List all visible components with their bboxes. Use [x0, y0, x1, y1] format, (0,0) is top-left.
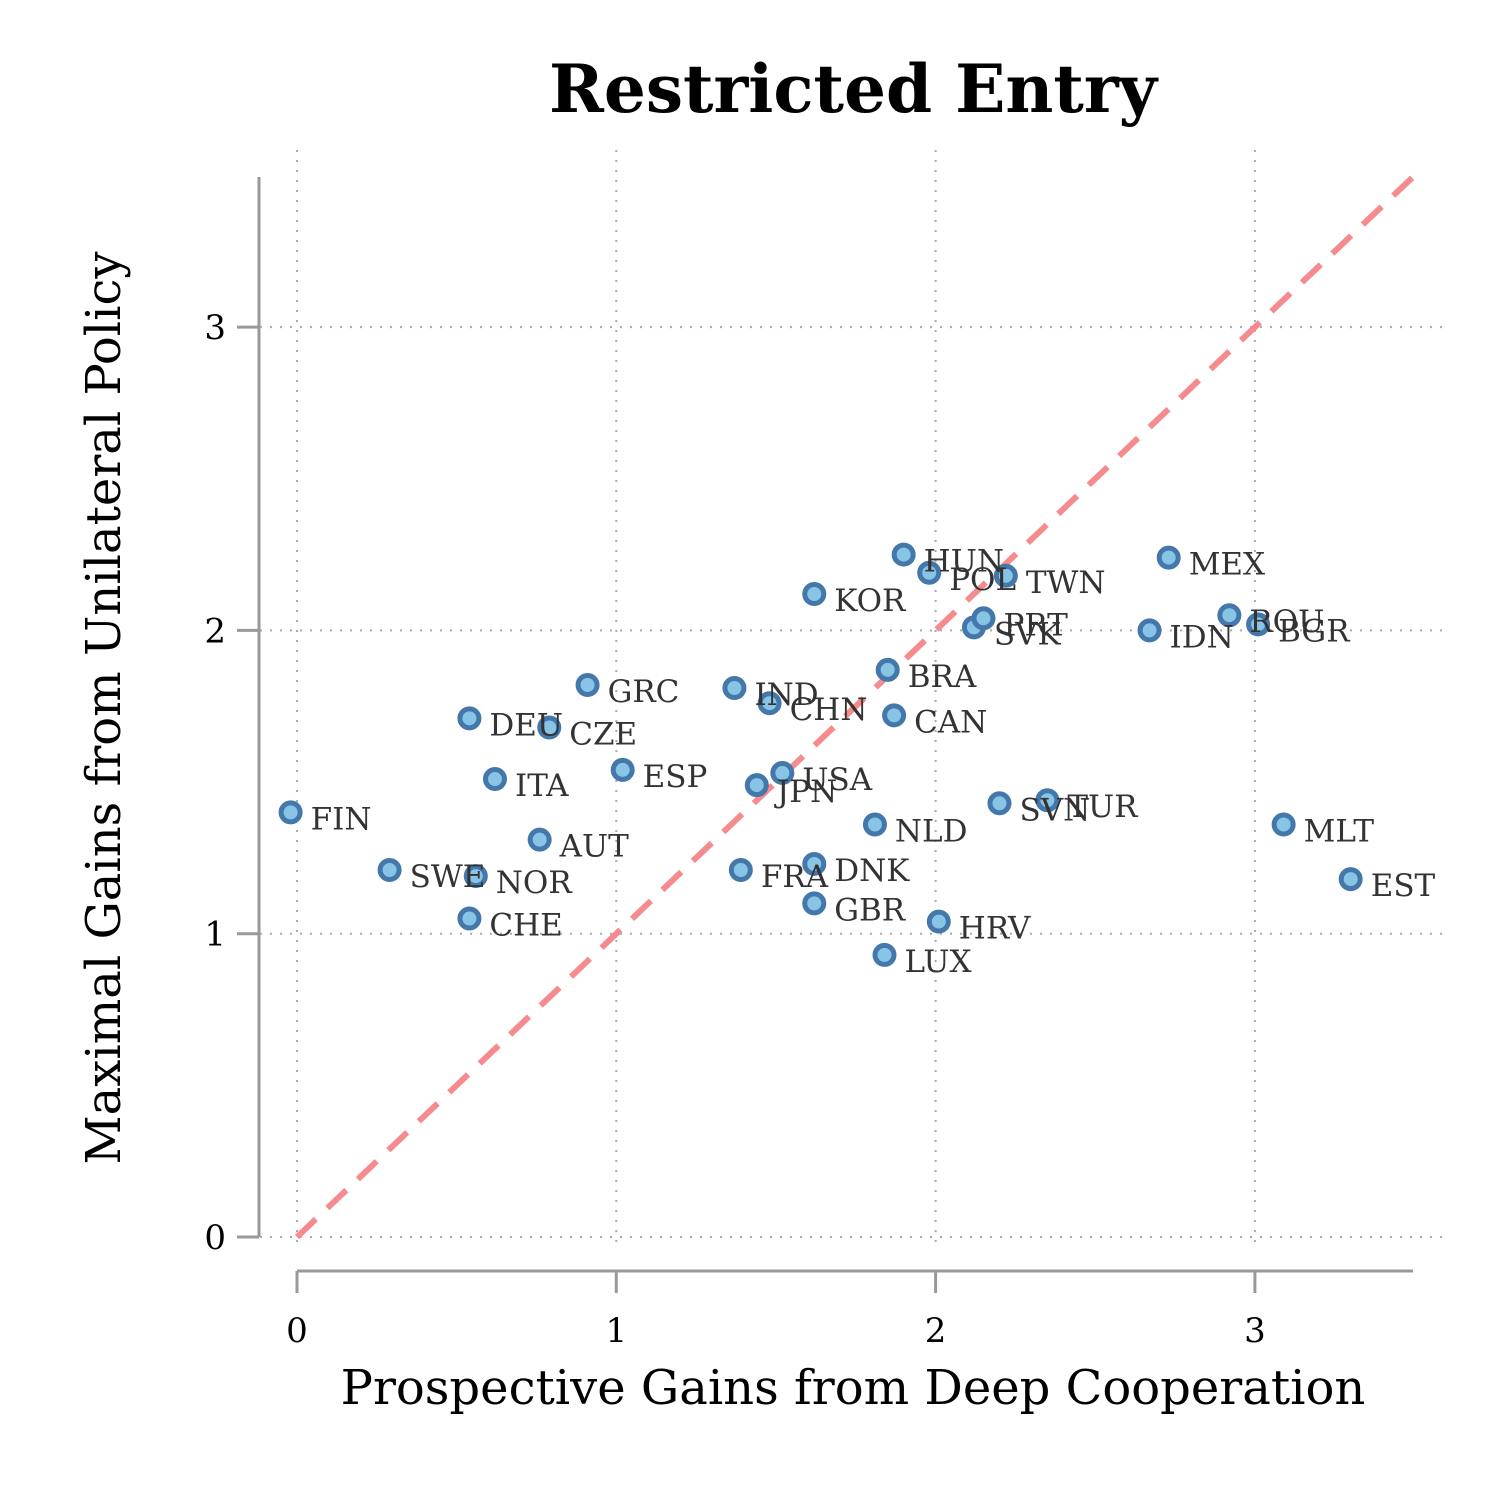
point-label-chn: CHN — [790, 692, 868, 728]
data-point-idn — [1137, 618, 1162, 643]
data-point-can — [882, 703, 907, 728]
reference-line-group — [294, 173, 1417, 1240]
data-point-cze — [537, 715, 562, 740]
point-label-dnk: DNK — [834, 853, 910, 889]
y-tick-label: 2 — [204, 611, 226, 651]
data-point-rou — [1217, 603, 1242, 628]
point-label-lux: LUX — [905, 944, 972, 980]
point-label-aut: AUT — [559, 829, 630, 865]
y-tick-label: 0 — [204, 1218, 226, 1258]
point-label-idn: IDN — [1170, 619, 1234, 655]
point-label-hun: HUN — [924, 544, 1004, 580]
data-point-fra — [728, 858, 753, 883]
point-label-fin: FIN — [311, 801, 372, 837]
data-point-esp — [610, 757, 635, 782]
data-point-jpn — [744, 773, 769, 798]
data-point-aut — [527, 827, 552, 852]
data-point-est — [1338, 867, 1363, 892]
data-point-bgr — [1246, 612, 1271, 637]
chart-title: Restricted Entry — [549, 50, 1159, 128]
y-axis-label: Maximal Gains from Unilateral Policy — [76, 252, 132, 1165]
data-point-chn — [757, 691, 782, 716]
point-label-jpn: JPN — [774, 774, 837, 810]
point-label-can: CAN — [914, 704, 987, 740]
point-label-rou: ROU — [1249, 604, 1324, 640]
x-tick-label: 3 — [1244, 1311, 1266, 1351]
point-label-nor: NOR — [496, 865, 574, 901]
point-label-cze: CZE — [569, 716, 637, 752]
data-point-ind — [722, 676, 747, 701]
point-label-est: EST — [1371, 868, 1436, 904]
data-point-prt — [971, 606, 996, 631]
data-point-mex — [1156, 545, 1181, 570]
point-label-che: CHE — [489, 908, 562, 944]
point-label-gbr: GBR — [834, 892, 907, 928]
x-tick-label: 0 — [286, 1311, 308, 1351]
data-point-nld — [862, 812, 887, 837]
point-label-ind: IND — [754, 677, 818, 713]
data-point-che — [457, 906, 482, 931]
point-label-nld: NLD — [895, 814, 968, 850]
data-point-grc — [575, 672, 600, 697]
point-label-usa: USA — [802, 762, 872, 798]
data-point-hrv — [926, 909, 951, 934]
data-point-nor — [463, 864, 488, 889]
data-point-hun — [891, 542, 916, 567]
x-tick-label: 2 — [925, 1311, 947, 1351]
reference-line — [294, 173, 1417, 1240]
point-label-svk: SVK — [994, 616, 1062, 652]
point-label-pol: POL — [949, 562, 1016, 598]
y-tick-label: 3 — [204, 308, 226, 348]
data-point-fin — [278, 800, 303, 825]
data-point-lux — [872, 942, 897, 967]
data-point-usa — [770, 760, 795, 785]
point-label-bra: BRA — [908, 659, 977, 695]
point-label-ita: ITA — [515, 768, 569, 804]
point-label-kor: KOR — [834, 583, 907, 619]
data-point-dnk — [802, 851, 827, 876]
y-tick-label: 1 — [204, 915, 226, 955]
point-label-hrv: HRV — [959, 911, 1031, 947]
data-point-pol — [917, 560, 942, 585]
point-label-svn: SVN — [1019, 792, 1090, 828]
point-label-swe: SWE — [410, 859, 486, 895]
point-label-esp: ESP — [643, 759, 708, 795]
data-point-tur — [1035, 788, 1060, 813]
data-points — [278, 542, 1363, 967]
data-point-deu — [457, 706, 482, 731]
point-label-mlt: MLT — [1304, 814, 1375, 850]
data-point-twn — [993, 563, 1018, 588]
point-label-prt: PRT — [1003, 607, 1068, 643]
data-point-swe — [377, 858, 402, 883]
point-label-mex: MEX — [1189, 547, 1265, 583]
point-label-tur: TUR — [1067, 789, 1139, 825]
x-axis-label: Prospective Gains from Deep Cooperation — [341, 1360, 1366, 1416]
x-tick-label: 1 — [605, 1311, 627, 1351]
data-point-mlt — [1271, 812, 1296, 837]
data-point-svn — [987, 791, 1012, 816]
point-label-twn: TWN — [1026, 565, 1106, 601]
point-label-fra: FRA — [761, 859, 829, 895]
point-label-bgr: BGR — [1278, 613, 1351, 649]
data-point-bra — [875, 657, 900, 682]
axes: 0 1 2 3 0 1 2 3 — [204, 177, 1413, 1351]
point-label-grc: GRC — [608, 674, 680, 710]
data-point-ita — [482, 767, 507, 792]
point-label-deu: DEU — [489, 707, 563, 743]
data-point-gbr — [802, 891, 827, 916]
data-point-kor — [802, 582, 827, 607]
